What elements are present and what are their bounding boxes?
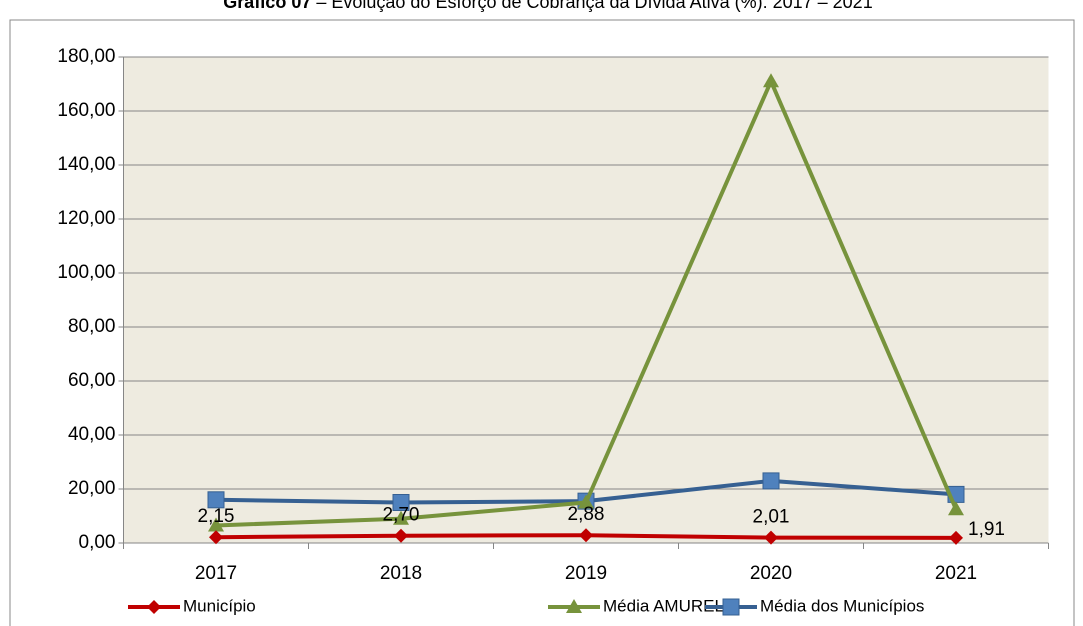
data-label: 1,91 — [968, 519, 1005, 540]
marker — [392, 494, 410, 511]
y-tick-label: 140,00 — [57, 154, 115, 175]
y-tick-label: 40,00 — [68, 424, 116, 445]
y-tick-label: 160,00 — [57, 100, 115, 121]
legend-label: Média dos Municípios — [760, 596, 924, 615]
x-tick-label: 2021 — [935, 563, 977, 584]
marker — [566, 599, 582, 613]
marker — [209, 530, 223, 545]
x-tick-label: 2019 — [565, 563, 607, 584]
y-tick-label: 80,00 — [68, 316, 116, 337]
marker — [578, 494, 594, 509]
chart-title: Gráfico 07 – Evolução do Esforço de Cobr… — [223, 0, 872, 12]
marker — [147, 600, 161, 614]
title-number: Gráfico 07 — [223, 0, 311, 12]
x-tick-label: 2020 — [750, 563, 792, 584]
marker — [722, 598, 740, 616]
marker — [207, 491, 225, 509]
marker — [949, 530, 963, 545]
y-tick-label: 20,00 — [68, 478, 116, 499]
marker — [764, 530, 778, 545]
y-tick-label: 180,00 — [57, 46, 115, 67]
data-label: 2,70 — [383, 505, 420, 526]
marker — [393, 510, 409, 525]
y-tick-label: 60,00 — [68, 370, 116, 391]
y-tick-label: 100,00 — [57, 262, 115, 283]
marker — [763, 73, 779, 88]
marker — [208, 517, 224, 532]
x-tick-label: 2018 — [380, 563, 422, 584]
data-label: 2,88 — [568, 504, 605, 525]
y-tick-label: 0,00 — [79, 532, 116, 553]
y-tick-label: 120,00 — [57, 208, 115, 229]
plot-area — [123, 57, 1049, 543]
marker — [948, 501, 964, 516]
marker — [579, 528, 593, 543]
marker — [762, 472, 780, 490]
data-label: 2,01 — [753, 507, 790, 528]
data-label: 2,15 — [198, 506, 235, 527]
marker — [394, 528, 408, 543]
title-text: – Evolução do Esforço de Cobrança da Dív… — [316, 0, 872, 12]
x-tick-label: 2017 — [195, 563, 237, 584]
legend-label: Município — [183, 596, 256, 615]
legend-label: Média AMUREL — [603, 596, 724, 615]
